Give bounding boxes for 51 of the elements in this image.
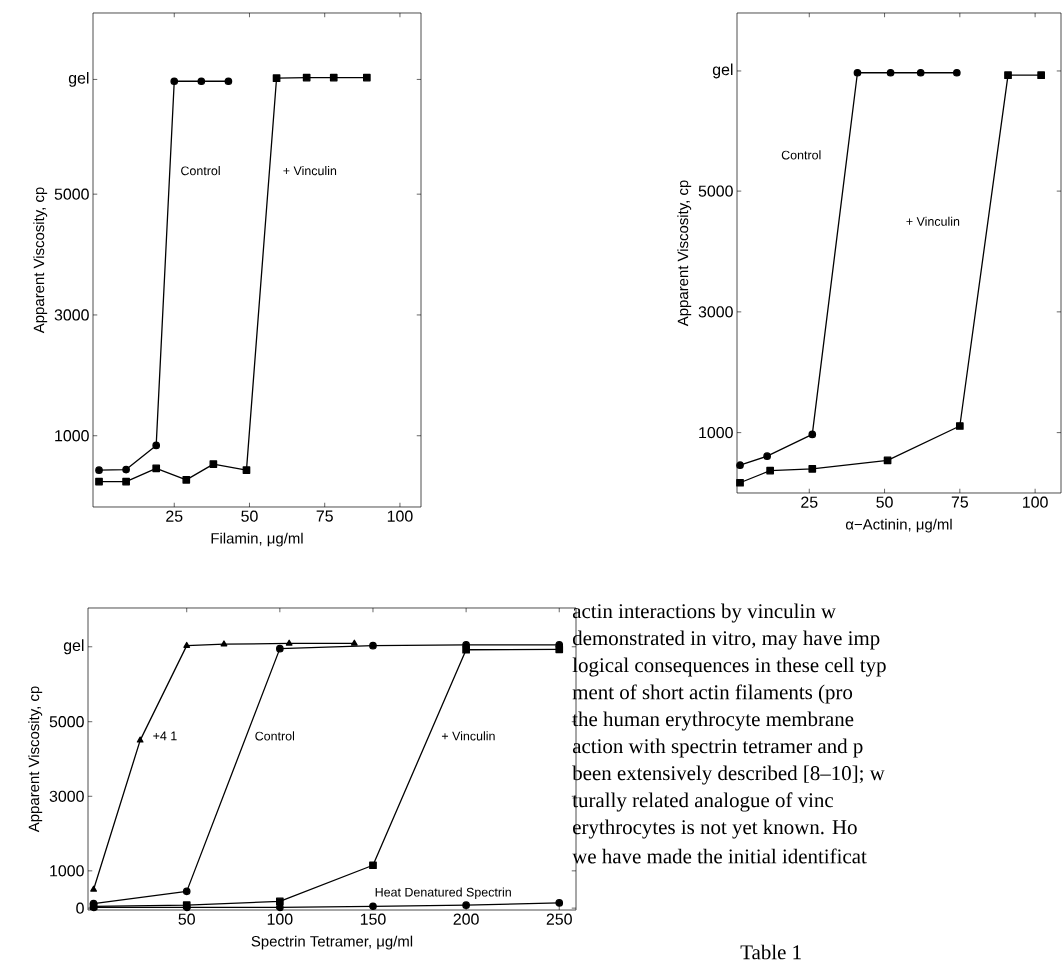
x-tick-label: 75 xyxy=(951,496,969,508)
x-axis-title: Filamin, μg/ml xyxy=(211,532,303,547)
y-tick-label: 1000 xyxy=(55,430,89,442)
x-axis-title: α−Actinin, μg/ml xyxy=(845,518,952,533)
y-tick-label: 5000 xyxy=(54,188,89,200)
series-label: +4 1 xyxy=(153,731,177,741)
x-tick-label: 50 xyxy=(241,510,258,522)
annotation: actin interactions by vinculin w xyxy=(572,603,836,623)
y-tick-label: 3000 xyxy=(698,306,733,318)
y-tick-label: gel xyxy=(712,63,733,79)
annotation: logical consequences in these cell typ xyxy=(572,657,886,677)
annotation: been extensively described [8–10]; w xyxy=(572,765,885,785)
y-tick-label: gel xyxy=(68,72,89,87)
series-label: + Vinculin xyxy=(441,731,495,741)
y-tick-label: gel xyxy=(63,639,84,655)
caption: Table 1 xyxy=(740,944,801,960)
x-axis-title: Spectrin Tetramer, μg/ml xyxy=(251,935,413,950)
y-tick-label: 1000 xyxy=(699,426,733,439)
y-axis-title: Apparent Viscosity, cp xyxy=(28,686,43,833)
annotation: demonstrated in vitro, may have imp xyxy=(572,630,880,650)
x-tick-label: 25 xyxy=(801,496,818,508)
annotation: the human erythrocyte membrane xyxy=(572,711,854,731)
y-tick-label: 3000 xyxy=(49,790,84,802)
x-tick-label: 75 xyxy=(316,510,333,522)
series-label: Control xyxy=(255,731,295,741)
y-tick-label: 3000 xyxy=(54,309,89,321)
x-tick-label: 100 xyxy=(1023,496,1048,508)
series-label: Heat Denatured Spectrin xyxy=(375,887,511,900)
x-tick-label: 250 xyxy=(546,913,572,925)
y-tick-label: 5000 xyxy=(49,716,84,728)
annotation: action with spectrin tetramer and p xyxy=(572,738,863,758)
annotation: erythrocytes is not yet known. Ho xyxy=(573,819,857,839)
x-tick-label: 50 xyxy=(876,496,893,508)
series-label: + Vinculin xyxy=(283,166,337,176)
annotation: turally related analogue of vinc xyxy=(572,792,834,812)
x-tick-label: 200 xyxy=(453,913,479,925)
y-axis-title: Apparent Viscosity, cp xyxy=(677,180,692,327)
annotation: we have made the initial identificat xyxy=(572,848,867,864)
y-tick-label: 0 xyxy=(76,902,84,914)
series-label: Control xyxy=(181,166,220,176)
x-tick-label: 100 xyxy=(267,913,293,925)
y-tick-label: 1000 xyxy=(50,865,84,877)
x-tick-label: 25 xyxy=(166,510,183,522)
y-tick-label: 5000 xyxy=(698,185,733,197)
x-tick-label: 150 xyxy=(360,913,386,925)
x-tick-label: 50 xyxy=(178,913,195,925)
annotation: ment of short actin filaments (pro xyxy=(572,684,853,704)
x-tick-label: 100 xyxy=(387,510,413,522)
text: + Vinculin xyxy=(906,216,960,226)
y-axis-title: Apparent Viscosity, cp xyxy=(33,187,48,334)
text: Control xyxy=(781,150,821,160)
